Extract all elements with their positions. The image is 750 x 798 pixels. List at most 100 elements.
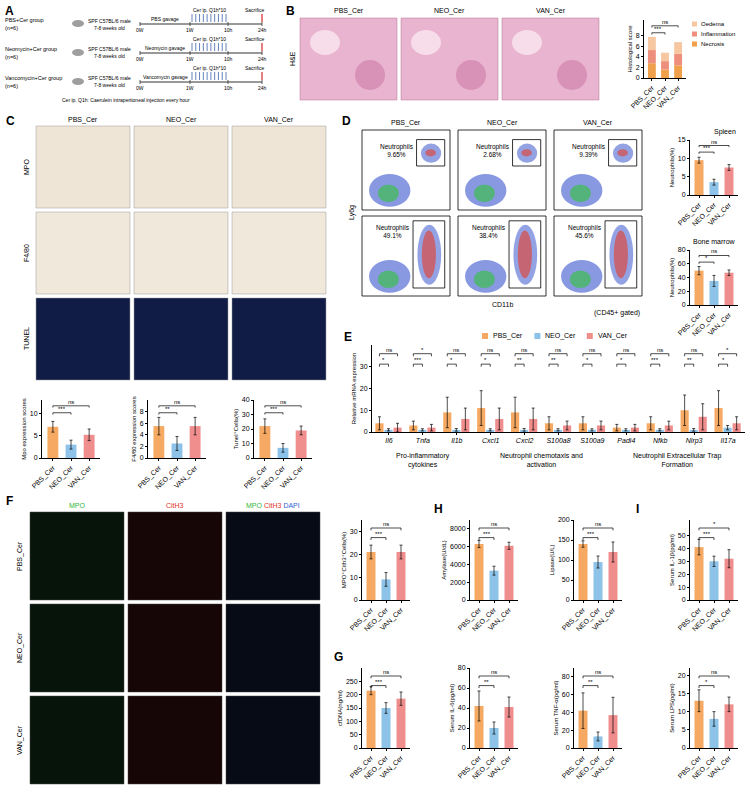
svg-text:Necrosis: Necrosis bbox=[701, 41, 724, 47]
svg-text:50: 50 bbox=[562, 576, 570, 583]
svg-text:0: 0 bbox=[34, 454, 38, 461]
svg-text:NEO_Cer: NEO_Cer bbox=[471, 606, 499, 634]
svg-text:Il6: Il6 bbox=[385, 437, 393, 444]
svg-text:5: 5 bbox=[682, 726, 686, 733]
svg-text:ns: ns bbox=[491, 669, 497, 675]
svg-text:8: 8 bbox=[140, 408, 144, 415]
svg-text:24h: 24h bbox=[258, 85, 267, 91]
svg-text:Padi4: Padi4 bbox=[617, 437, 635, 444]
svg-text:Histological score: Histological score bbox=[627, 25, 633, 73]
svg-text:0: 0 bbox=[636, 74, 640, 81]
svg-text:VAN_Cer: VAN_Cer bbox=[591, 754, 618, 781]
svg-text:Nlrp3: Nlrp3 bbox=[686, 437, 703, 445]
svg-text:0W: 0W bbox=[136, 56, 144, 62]
svg-text:Oedema: Oedema bbox=[701, 21, 725, 27]
svg-text:30: 30 bbox=[242, 411, 250, 418]
svg-text:40: 40 bbox=[242, 396, 250, 403]
svg-text:10h: 10h bbox=[224, 27, 233, 33]
svg-text:60: 60 bbox=[562, 691, 570, 698]
svg-text:VAN_Cer: VAN_Cer bbox=[707, 606, 734, 633]
svg-text:H&E: H&E bbox=[289, 51, 296, 66]
svg-text:ns: ns bbox=[383, 669, 389, 675]
svg-text:***: *** bbox=[58, 406, 66, 412]
svg-text:VAN_Cer: VAN_Cer bbox=[173, 464, 200, 491]
svg-text:ns: ns bbox=[521, 347, 527, 353]
svg-text:80: 80 bbox=[458, 664, 466, 671]
svg-text:VAN_Cer: VAN_Cer bbox=[707, 311, 734, 338]
svg-text:ns: ns bbox=[68, 399, 74, 405]
svg-text:PBS_Cer: PBS_Cer bbox=[457, 606, 484, 633]
svg-text:30: 30 bbox=[350, 528, 358, 535]
svg-text:ns: ns bbox=[662, 19, 668, 25]
svg-text:20: 20 bbox=[242, 425, 250, 432]
svg-text:MPO⁺Cith3⁺Cells(%): MPO⁺Cith3⁺Cells(%) bbox=[341, 532, 347, 589]
svg-text:VAN_Cer: VAN_Cer bbox=[598, 332, 628, 340]
svg-text:Amylase(U/dL): Amylase(U/dL) bbox=[441, 540, 447, 580]
svg-text:Pro-inflammatorycytokines: Pro-inflammatorycytokines bbox=[396, 452, 450, 469]
svg-text:Neutrophils9.65%: Neutrophils9.65% bbox=[380, 143, 414, 158]
svg-text:ns: ns bbox=[386, 347, 392, 353]
svg-text:80: 80 bbox=[562, 673, 570, 680]
svg-text:VAN_Cer: VAN_Cer bbox=[379, 754, 406, 781]
svg-text:ns: ns bbox=[711, 248, 717, 254]
svg-text:Neutrophils9.39%: Neutrophils9.39% bbox=[572, 143, 606, 158]
svg-text:(n=6): (n=6) bbox=[5, 83, 18, 89]
svg-text:PBS_Cer: PBS_Cer bbox=[349, 754, 376, 781]
svg-text:PBS_Cer: PBS_Cer bbox=[677, 754, 704, 781]
svg-text:150: 150 bbox=[346, 704, 358, 711]
svg-text:0: 0 bbox=[462, 596, 466, 603]
svg-text:0W: 0W bbox=[136, 85, 144, 91]
svg-text:NEO_Cer: NEO_Cer bbox=[434, 7, 465, 15]
svg-text:10: 10 bbox=[360, 407, 368, 414]
svg-text:*: * bbox=[722, 357, 725, 363]
svg-text:Tnfa: Tnfa bbox=[416, 437, 430, 444]
svg-text:*: * bbox=[421, 347, 424, 353]
svg-text:10: 10 bbox=[678, 155, 686, 162]
svg-text:20: 20 bbox=[678, 571, 686, 578]
svg-text:MPO: MPO bbox=[69, 502, 86, 509]
svg-text:100: 100 bbox=[558, 556, 570, 563]
svg-text:CD11b: CD11b bbox=[492, 301, 513, 308]
svg-text:**: ** bbox=[588, 679, 593, 685]
svg-text:NEO_Cer: NEO_Cer bbox=[642, 84, 670, 112]
svg-text:ns: ns bbox=[491, 521, 497, 527]
svg-text:Mpo expression scores: Mpo expression scores bbox=[21, 398, 27, 460]
svg-text:***: *** bbox=[414, 357, 422, 363]
svg-text:Sacrifice: Sacrifice bbox=[245, 36, 264, 42]
svg-text:20: 20 bbox=[678, 288, 686, 295]
svg-text:(n=6): (n=6) bbox=[5, 54, 18, 60]
svg-text:NEO_Cer: NEO_Cer bbox=[363, 606, 391, 634]
svg-text:PBS_Cer: PBS_Cer bbox=[457, 754, 484, 781]
svg-text:15: 15 bbox=[678, 690, 686, 697]
svg-text:1W: 1W bbox=[186, 27, 194, 33]
svg-text:ns: ns bbox=[280, 399, 286, 405]
svg-text:PBS_Cer: PBS_Cer bbox=[629, 84, 656, 111]
svg-text:ns: ns bbox=[711, 669, 717, 675]
svg-text:A: A bbox=[5, 4, 14, 18]
svg-text:Serum IL-1β(pg/ml): Serum IL-1β(pg/ml) bbox=[669, 534, 675, 586]
svg-text:40: 40 bbox=[458, 704, 466, 711]
svg-text:F4/80 expression scores: F4/80 expression scores bbox=[131, 396, 137, 461]
svg-text:S100a9: S100a9 bbox=[580, 437, 604, 444]
svg-text:Vancomycin+Cer group: Vancomycin+Cer group bbox=[5, 75, 62, 81]
svg-text:VAN_Cer: VAN_Cer bbox=[379, 606, 406, 633]
svg-text:200: 200 bbox=[558, 516, 570, 523]
svg-text:60: 60 bbox=[678, 260, 686, 267]
svg-text:Relative mRNA expression: Relative mRNA expression bbox=[351, 353, 357, 424]
svg-text:ns: ns bbox=[657, 347, 663, 353]
svg-text:Neomycin+Cer group: Neomycin+Cer group bbox=[5, 46, 57, 52]
svg-text:PBS_Cer: PBS_Cer bbox=[391, 119, 421, 127]
svg-text:Sacrifice: Sacrifice bbox=[245, 65, 264, 71]
svg-text:1W: 1W bbox=[186, 56, 194, 62]
svg-text:ns: ns bbox=[555, 347, 561, 353]
svg-text:SPF C57BL/6 male7-8 weeks old: SPF C57BL/6 male7-8 weeks old bbox=[88, 46, 131, 59]
svg-text:ns: ns bbox=[623, 347, 629, 353]
svg-text:2: 2 bbox=[636, 64, 640, 71]
svg-text:ns: ns bbox=[174, 399, 180, 405]
svg-text:*: * bbox=[620, 357, 623, 363]
svg-text:200: 200 bbox=[346, 691, 358, 698]
svg-text:10h: 10h bbox=[224, 56, 233, 62]
svg-text:***: *** bbox=[703, 531, 711, 537]
svg-text:Inflammation: Inflammation bbox=[701, 31, 735, 37]
svg-text:PBS_Cer: PBS_Cer bbox=[68, 116, 98, 124]
